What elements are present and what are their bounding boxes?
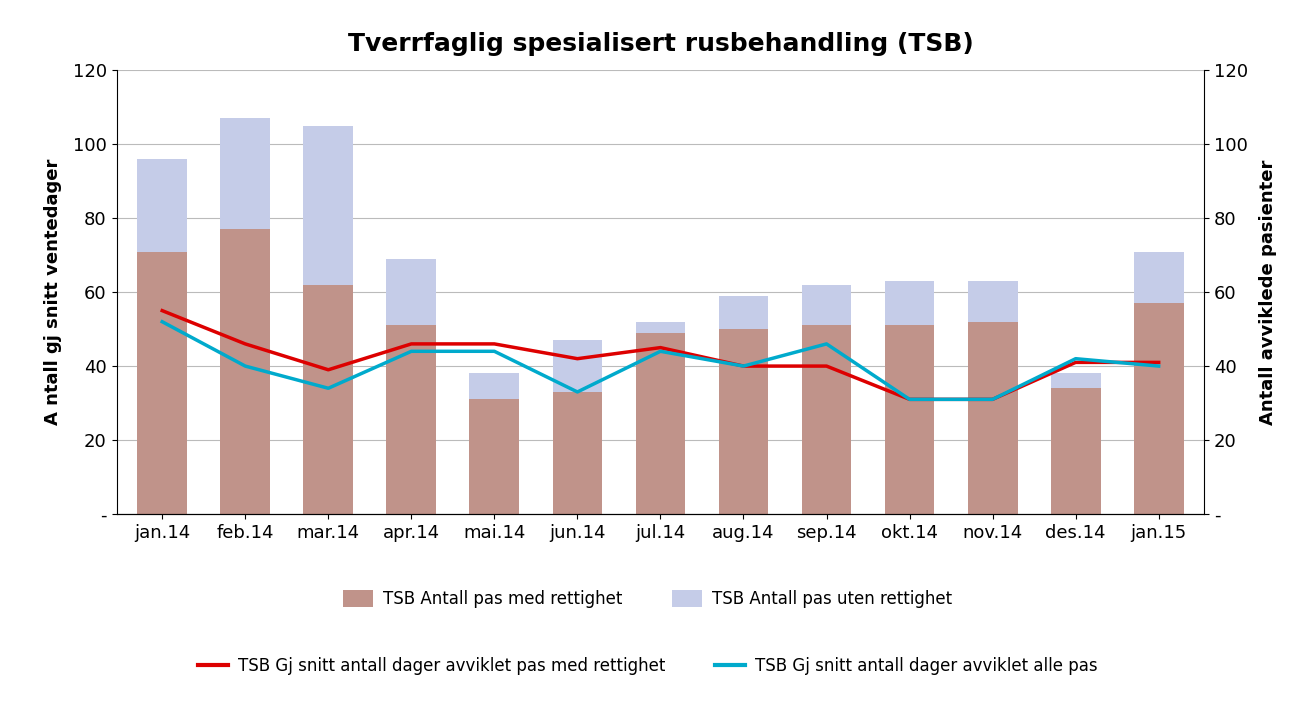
- Bar: [137, 251, 188, 514]
- Title: Tverrfaglig spesialisert rusbehandling (TSB): Tverrfaglig spesialisert rusbehandling (…: [347, 32, 974, 56]
- Bar: [220, 230, 271, 514]
- Bar: [303, 126, 354, 284]
- Bar: [1050, 373, 1101, 388]
- Bar: [719, 296, 768, 329]
- Bar: [470, 399, 519, 514]
- Bar: [386, 259, 436, 325]
- Bar: [470, 373, 519, 399]
- Bar: [1133, 303, 1184, 514]
- Bar: [553, 340, 602, 392]
- Bar: [220, 118, 271, 230]
- Legend: TSB Antall pas med rettighet, TSB Antall pas uten rettighet: TSB Antall pas med rettighet, TSB Antall…: [343, 589, 952, 608]
- Legend: TSB Gj snitt antall dager avviklet pas med rettighet, TSB Gj snitt antall dager : TSB Gj snitt antall dager avviklet pas m…: [198, 657, 1097, 674]
- Bar: [303, 284, 354, 514]
- Bar: [1050, 388, 1101, 514]
- Bar: [967, 281, 1018, 322]
- Bar: [802, 284, 851, 325]
- Bar: [137, 159, 188, 251]
- Bar: [802, 325, 851, 514]
- Bar: [967, 322, 1018, 514]
- Y-axis label: Antall avviklede pasienter: Antall avviklede pasienter: [1259, 160, 1277, 425]
- Bar: [1133, 251, 1184, 303]
- Bar: [553, 392, 602, 514]
- Bar: [884, 325, 935, 514]
- Bar: [636, 322, 685, 333]
- Bar: [386, 325, 436, 514]
- Y-axis label: A ntall gj snitt ventedager: A ntall gj snitt ventedager: [44, 159, 62, 425]
- Bar: [719, 329, 768, 514]
- Bar: [884, 281, 935, 325]
- Bar: [636, 333, 685, 514]
